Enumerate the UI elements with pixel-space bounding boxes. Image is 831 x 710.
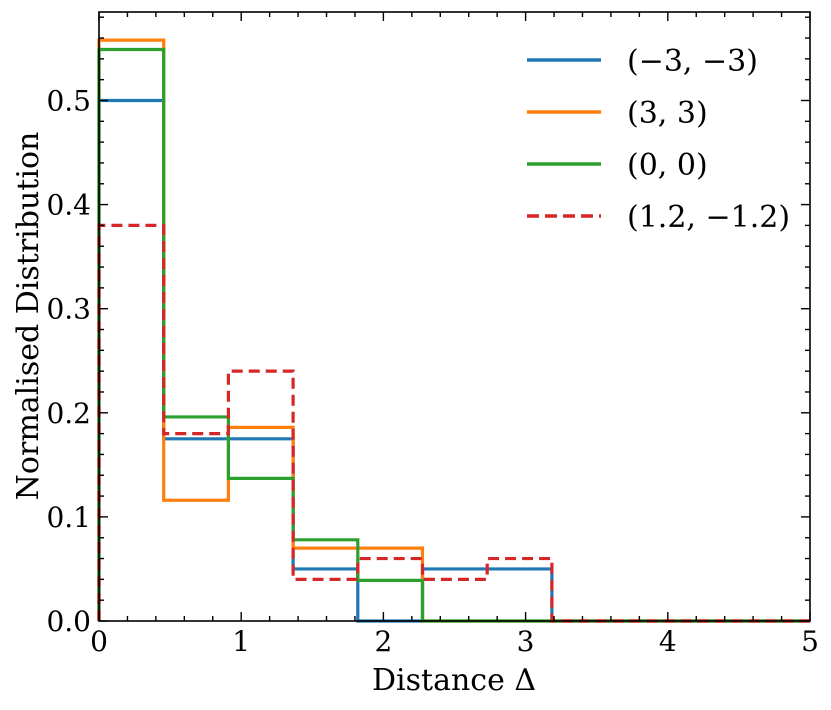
legend-label-3: (1.2, −1.2) [627,200,790,235]
legend-label-1: (3, 3) [627,96,708,131]
y-tick-label: 0.1 [46,501,91,534]
x-tick-label: 3 [517,625,535,658]
y-tick-label: 0.3 [46,293,91,326]
legend: (−3, −3) (3, 3) (0, 0) (1.2, −1.2) [527,44,790,235]
x-tick-label: 1 [232,625,250,658]
legend-label-0: (−3, −3) [627,44,758,79]
x-tick-label: 5 [801,625,819,658]
y-tick-label: 0.5 [46,84,91,117]
series-line-2 [97,47,810,623]
plot-frame [98,11,811,622]
x-tick-label: 0 [90,625,108,658]
y-tick-label: 0.0 [46,605,91,638]
legend-label-2: (0, 0) [627,148,708,183]
series-line-3 [97,223,810,623]
y-tick-label: 0.2 [46,397,91,430]
x-axis-label: Distance Δ [372,663,536,698]
x-tick-label: 2 [374,625,392,658]
y-axis-label: Normalised Distribution [11,132,46,501]
x-tick-label: 4 [659,625,677,658]
y-tick-label: 0.4 [46,189,91,222]
tick-label-layer: 0 1 2 3 4 5 0.0 0.1 0.2 0.3 0.4 0.5 [46,84,818,658]
